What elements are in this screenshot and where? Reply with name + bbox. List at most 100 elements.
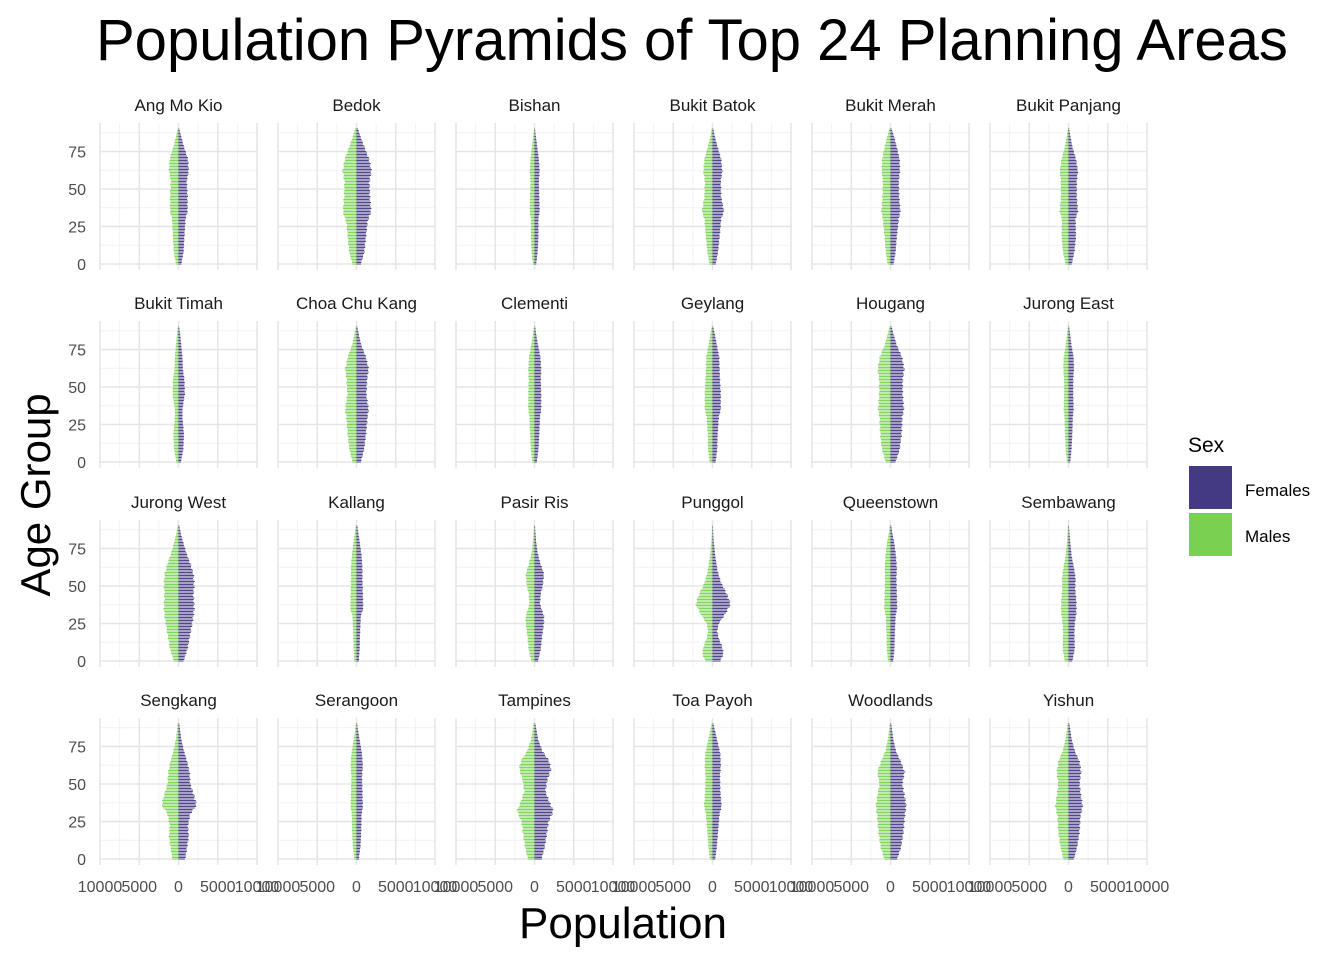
bar-male [706,749,713,750]
bar-male [1059,839,1069,840]
bar-female [712,623,720,624]
bar-female [356,537,360,539]
bar-female [890,629,896,630]
bar-male [350,593,357,594]
bar-male [528,410,535,412]
bar-female [712,218,721,220]
bar-female [356,191,371,193]
bar-male [525,624,535,626]
bar-female [890,412,904,413]
bar-female [534,224,539,226]
bar-male [1062,752,1069,753]
bar-female [356,545,361,546]
bar-female [534,343,538,344]
bar-male [176,732,179,734]
bar-male [518,815,535,816]
bar-female [356,528,358,530]
bar-female [1068,391,1074,392]
bar-male [526,623,535,624]
bar-male [882,170,891,172]
bar-female [890,552,896,554]
bar-female [712,169,723,170]
bar-female [712,558,716,560]
bar-male [164,809,179,810]
bar-male [352,623,357,624]
bar-female [534,621,545,623]
bar-male [1061,229,1069,230]
bar-male [353,134,357,136]
bar-male [885,555,891,557]
bar-male [888,131,891,133]
bar-male [529,600,535,602]
bar-female [890,566,897,567]
bar-male [345,155,357,157]
y-tick-label: 25 [68,220,86,237]
bar-female [356,617,361,618]
bar-female [178,807,195,809]
bar-female [534,256,537,257]
bar-male [1064,389,1069,391]
bar-male [164,575,179,576]
bar-female [178,726,180,728]
bar-female [534,211,540,212]
bar-female [712,618,722,620]
bar-female [890,328,893,329]
bar-female [356,382,368,383]
bar-female [712,347,718,349]
bar-female [356,203,371,205]
bar-male [176,530,179,531]
bar-male [169,764,179,765]
bar-male [705,755,713,756]
bar-female [178,220,186,221]
bar-male [526,584,535,585]
x-tick-label: 10000 [434,879,479,896]
bar-female [356,431,367,433]
bar-male [705,386,713,388]
bar-male [173,400,179,401]
bar-male [354,732,357,734]
bar-male [167,563,179,564]
bar-male [879,837,891,839]
bar-female [1068,169,1078,170]
bar-male [350,792,357,794]
bar-male [1061,614,1069,615]
bar-male [1064,404,1069,406]
bar-male [879,358,891,359]
bar-female [534,191,540,193]
bar-male [877,774,891,776]
bar-female [1068,587,1076,588]
bar-male [1066,731,1069,732]
bar-female [1068,328,1070,329]
bar-female [712,743,719,744]
bar-female [712,341,717,343]
bar-female [356,136,361,137]
bar-female [1068,197,1077,199]
bar-male [173,430,179,431]
bar-male [353,639,357,641]
bar-male [529,164,535,166]
bar-male [1061,611,1069,612]
bar-male [524,845,535,846]
bar-female [178,647,189,648]
bar-male [352,747,357,749]
bar-female [890,836,903,837]
bar-female [178,846,188,848]
bar-female [890,418,903,419]
bar-male [173,374,179,376]
bar-male [881,353,891,355]
bar-female [1068,807,1082,809]
bar-male [175,353,179,355]
bar-male [532,461,535,463]
bar-female [178,615,194,617]
bar-male [518,813,535,815]
bar-female [356,554,362,555]
bar-female [178,729,181,731]
bar-female [1068,194,1078,196]
bar-female [890,732,893,734]
bar-female [712,359,719,361]
bar-female [890,549,896,551]
bar-male [885,554,891,555]
bar-female [356,756,363,758]
bar-female [890,651,895,653]
